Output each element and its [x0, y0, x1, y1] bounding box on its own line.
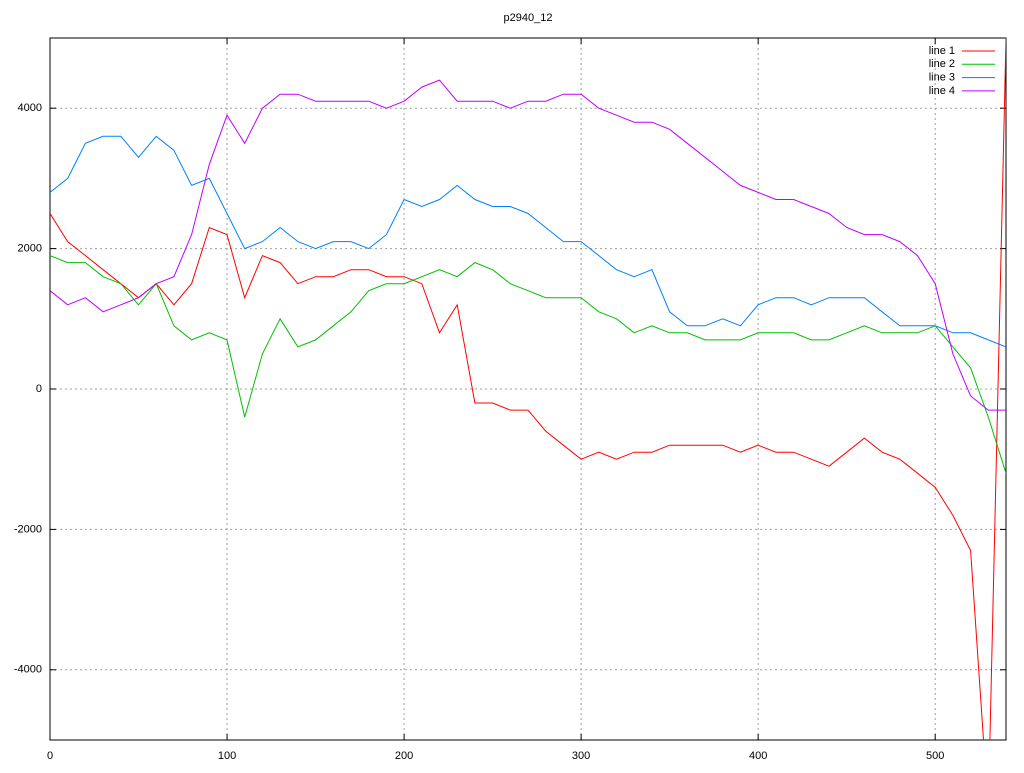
- y-tick-label: -4000: [14, 664, 42, 676]
- x-tick-label: 100: [218, 750, 236, 762]
- legend-label: line 4: [929, 85, 955, 97]
- legend-label: line 2: [929, 58, 955, 70]
- x-tick-label: 500: [926, 750, 944, 762]
- legend-label: line 3: [929, 72, 955, 84]
- x-tick-label: 0: [47, 750, 53, 762]
- series-line: [50, 38, 1006, 740]
- legend-label: line 1: [929, 45, 955, 57]
- plot-area: [50, 38, 1006, 740]
- x-tick-label: 400: [749, 750, 767, 762]
- chart-title: p2940_12: [504, 12, 553, 24]
- series-line: [50, 79, 1006, 411]
- x-tick-label: 200: [395, 750, 413, 762]
- y-tick-label: 0: [36, 383, 42, 395]
- y-tick-label: 4000: [18, 102, 42, 114]
- y-tick-label: -2000: [14, 523, 42, 535]
- y-tick-label: 2000: [18, 243, 42, 255]
- x-tick-label: 300: [572, 750, 590, 762]
- plot-border: [49, 37, 1007, 741]
- series-line: [50, 135, 1006, 348]
- series-line: [50, 255, 1006, 474]
